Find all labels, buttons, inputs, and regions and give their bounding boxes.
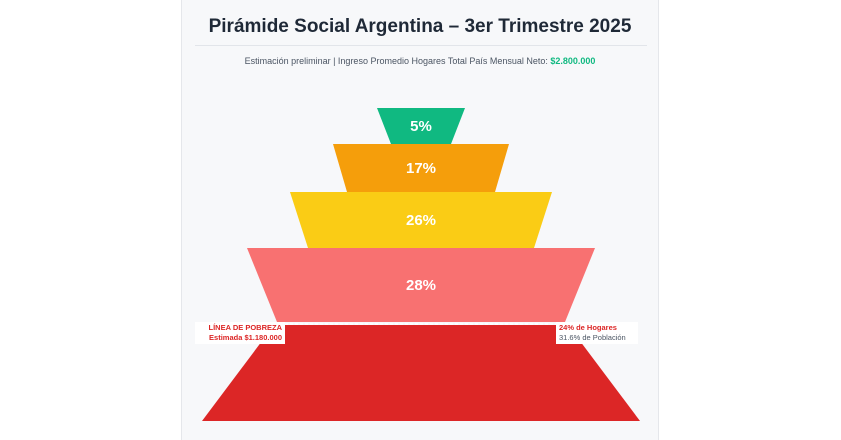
pyramid-tier-2 (333, 144, 509, 192)
households-label: 24% de Hogares 31.6% de Población (556, 322, 638, 344)
income-amount: $2.800.000 (550, 56, 596, 66)
pyramid-tier-5 (202, 325, 640, 421)
tier-label-4: 28% (406, 277, 436, 294)
tier-label-1: 5% (410, 118, 432, 135)
title-divider (195, 45, 647, 46)
subtitle-text: Estimación preliminar | Ingreso Promedio… (244, 56, 551, 66)
tier-label-2: 17% (406, 160, 436, 177)
pyramid-tier-3 (290, 192, 552, 248)
population-percent: 31.6% de Población (559, 333, 626, 342)
chart-subtitle: Estimación preliminar | Ingreso Promedio… (181, 56, 659, 66)
poverty-line-amount: Estimada $1.180.000 (209, 333, 282, 342)
tier-label-3: 26% (406, 212, 436, 229)
pyramid-tier-1 (377, 108, 465, 144)
households-percent: 24% de Hogares (559, 323, 617, 332)
poverty-line-label: LÍNEA DE POBREZA Estimada $1.180.000 (195, 322, 285, 344)
poverty-line-title: LÍNEA DE POBREZA (208, 323, 282, 332)
pyramid-tier-4 (247, 248, 595, 322)
chart-title: Pirámide Social Argentina – 3er Trimestr… (208, 16, 632, 37)
